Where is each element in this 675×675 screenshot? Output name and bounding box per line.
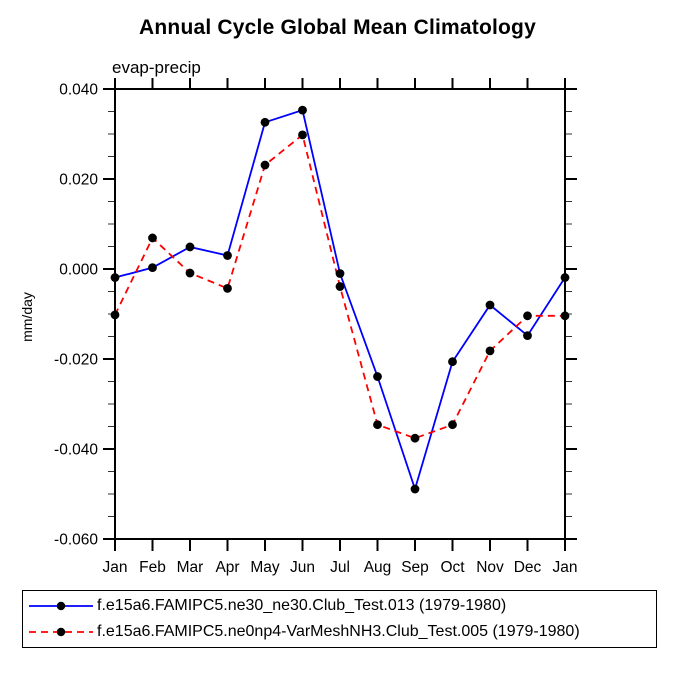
data-point-series-2 [148, 233, 157, 243]
variable-subtitle: evap-precip [112, 58, 201, 77]
x-tick-label: Dec [514, 559, 542, 576]
data-point-series-1 [448, 357, 457, 367]
y-tick-label: 0.040 [59, 82, 98, 99]
legend-sample-solid [29, 601, 93, 611]
data-point-series-1 [185, 242, 195, 252]
data-point-series-1 [523, 331, 532, 340]
legend-entry-series-1: f.e15a6.FAMIPC5.ne30_ne30.Club_Test.013 … [23, 593, 656, 619]
page-title: Annual Cycle Global Mean Climatology [139, 16, 536, 39]
legend-label-series-1: f.e15a6.FAMIPC5.ne30_ne30.Club_Test.013 … [97, 597, 507, 614]
data-point-series-2 [523, 311, 532, 321]
plot-frame [114, 88, 566, 540]
x-tick-label: Jan [103, 559, 128, 576]
x-tick-label: Sep [401, 559, 429, 576]
data-point-series-1 [110, 273, 120, 282]
data-point-series-1 [335, 269, 345, 278]
legend: f.e15a6.FAMIPC5.ne30_ne30.Club_Test.013 … [22, 590, 657, 648]
data-point-series-2 [335, 282, 345, 291]
x-tick-label: Apr [215, 559, 239, 576]
data-point-series-2 [223, 283, 232, 293]
y-tick-label: 0.000 [59, 262, 98, 279]
data-point-series-2 [298, 130, 307, 140]
data-point-series-1 [148, 263, 157, 273]
chart-svg: 0.040 0.020 0.000 -0.020 -0.040 -0.060 Jan Feb M… [54, 78, 578, 576]
legend-label-series-2: f.e15a6.FAMIPC5.ne0np4-VarMeshNH3.Club_T… [97, 623, 580, 640]
x-tick-label: Mar [177, 559, 204, 576]
data-point-series-2 [110, 310, 120, 320]
legend-marker-dot [56, 627, 66, 637]
data-point-series-2 [448, 420, 457, 430]
x-tick-label: May [250, 559, 280, 576]
data-point-series-2 [373, 420, 382, 430]
y-tick-label: -0.060 [54, 532, 98, 549]
legend-marker-dot [56, 601, 66, 611]
data-point-series-1 [485, 300, 495, 310]
x-tick-label: Nov [476, 559, 504, 576]
data-point-series-2 [410, 433, 420, 443]
data-point-series-1 [410, 484, 420, 494]
legend-sample-dashed [29, 627, 93, 637]
data-point-series-2 [185, 268, 195, 278]
data-point-series-1 [223, 251, 232, 260]
series-line-1 [114, 108, 566, 493]
x-tick-label: Aug [364, 559, 392, 576]
x-tick-label: Jun [290, 559, 315, 576]
data-point-series-2 [260, 160, 270, 170]
data-point-series-1 [560, 273, 570, 282]
legend-entry-series-2: f.e15a6.FAMIPC5.ne0np4-VarMeshNH3.Club_T… [23, 619, 656, 645]
data-point-series-2 [560, 311, 570, 321]
data-point-series-1 [373, 372, 382, 381]
x-tick-label: Jul [330, 559, 350, 576]
data-point-series-1 [260, 117, 270, 127]
x-tick-label: Feb [139, 559, 166, 576]
y-tick-label: -0.040 [54, 442, 98, 459]
y-tick-label: -0.020 [54, 352, 98, 369]
x-tick-label: Oct [440, 559, 465, 576]
data-point-series-2 [485, 346, 495, 356]
y-tick-label: 0.020 [59, 172, 98, 189]
data-point-series-1 [298, 105, 307, 115]
x-tick-label: Jan [553, 559, 578, 576]
